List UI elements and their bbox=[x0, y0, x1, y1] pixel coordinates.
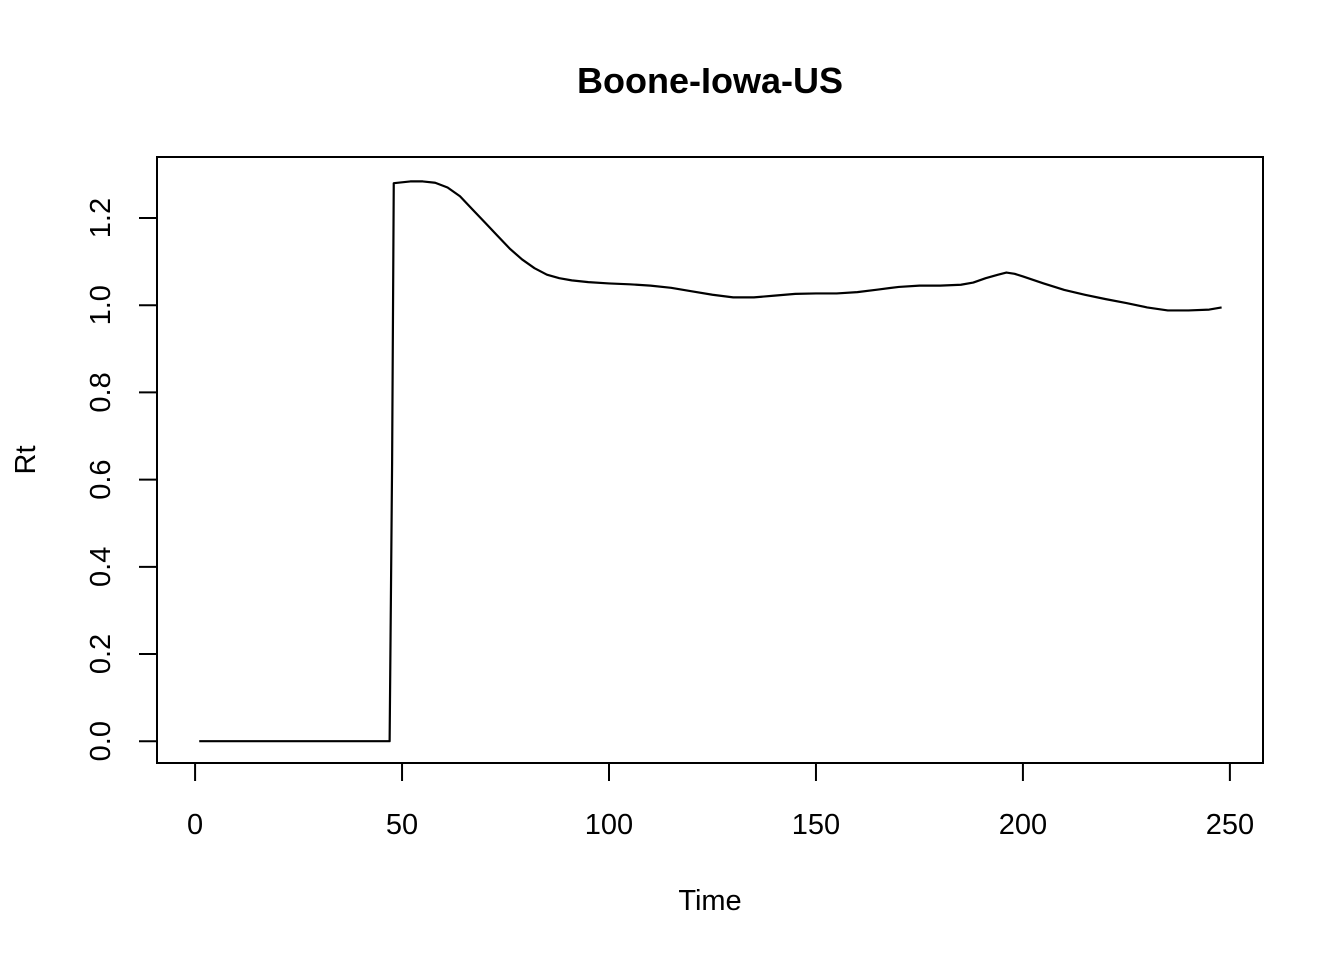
x-tick-label: 100 bbox=[585, 809, 633, 841]
x-tick-label: 50 bbox=[386, 809, 418, 841]
series-line bbox=[199, 180, 1222, 743]
x-tick-label: 0 bbox=[187, 809, 203, 841]
y-tick-label: 1.2 bbox=[85, 198, 117, 238]
y-tick-label: 0.0 bbox=[85, 721, 117, 761]
x-tick-label: 150 bbox=[792, 809, 840, 841]
x-tick-label: 250 bbox=[1206, 809, 1254, 841]
x-axis: 0 50 100 150 200 250 bbox=[187, 762, 1254, 841]
y-tick-label: 0.6 bbox=[85, 459, 117, 499]
y-axis: 0.0 0.2 0.4 0.6 0.8 1.0 1.2 bbox=[85, 198, 158, 761]
y-tick-label: 0.2 bbox=[85, 634, 117, 674]
y-axis-label: Rt bbox=[10, 446, 42, 475]
x-axis-label: Time bbox=[678, 885, 741, 917]
y-tick-label: 1.0 bbox=[85, 285, 117, 325]
y-tick-label: 0.8 bbox=[85, 372, 117, 412]
plot-frame bbox=[156, 156, 1264, 764]
x-tick-label: 200 bbox=[999, 809, 1047, 841]
chart-title: Boone-Iowa-US bbox=[577, 60, 843, 101]
y-tick-label: 0.4 bbox=[85, 547, 117, 587]
